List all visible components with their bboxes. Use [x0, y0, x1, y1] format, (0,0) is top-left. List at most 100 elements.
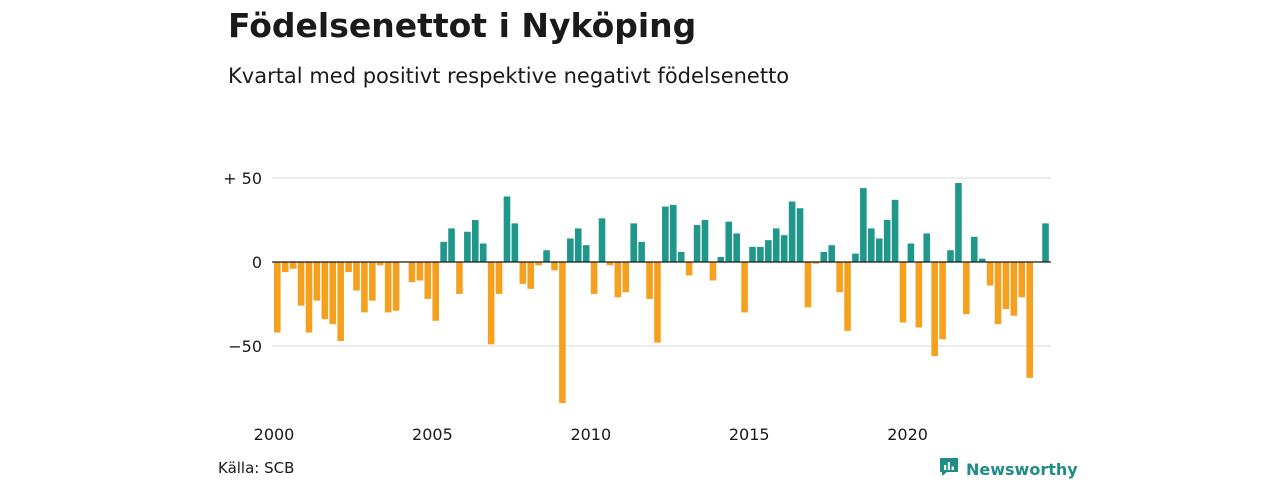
bar	[321, 262, 329, 320]
bar	[559, 262, 566, 404]
bar	[345, 262, 352, 273]
bar	[709, 262, 717, 281]
bar	[654, 262, 661, 343]
bar	[733, 233, 740, 262]
bar	[970, 236, 978, 262]
bar	[804, 262, 812, 308]
bar	[630, 223, 637, 262]
bar	[384, 262, 392, 313]
newsworthy-logo-icon	[938, 456, 960, 482]
bar	[780, 235, 788, 262]
bar	[875, 238, 883, 262]
bar	[535, 262, 542, 266]
bar	[487, 262, 495, 345]
bar	[1002, 262, 1010, 310]
bar	[1010, 262, 1018, 316]
bar	[274, 262, 281, 333]
bar	[923, 233, 931, 262]
bar	[369, 262, 376, 301]
bar	[852, 253, 859, 262]
x-tick-label: 2020	[887, 425, 928, 444]
bar	[860, 188, 867, 262]
bar	[670, 204, 677, 262]
x-tick-label: 2000	[254, 425, 295, 444]
bar	[939, 262, 946, 340]
bar	[527, 262, 535, 289]
bar	[955, 183, 962, 262]
bar	[543, 250, 550, 262]
x-tick-label: 2015	[729, 425, 770, 444]
chart-title: Födelsenettot i Nyköping	[228, 6, 697, 45]
bar	[464, 231, 471, 262]
bar	[582, 245, 590, 262]
bar	[963, 262, 970, 315]
brand-name: Newsworthy	[966, 459, 1078, 479]
bar	[986, 262, 994, 286]
bar	[353, 262, 360, 291]
bar	[408, 262, 416, 283]
bar	[1026, 262, 1033, 378]
bar	[899, 262, 907, 323]
bar	[741, 262, 748, 313]
bar	[598, 218, 606, 262]
bar	[772, 228, 780, 262]
bar	[677, 251, 685, 262]
bar	[915, 262, 923, 328]
bar	[472, 220, 479, 262]
bar	[891, 199, 899, 262]
bar	[717, 256, 725, 262]
bar	[495, 262, 503, 294]
bar	[590, 262, 598, 294]
bar	[440, 241, 447, 262]
bar	[361, 262, 368, 313]
bar	[289, 262, 297, 269]
bar	[907, 243, 915, 262]
bar	[392, 262, 400, 311]
bar	[765, 240, 772, 262]
bar	[416, 262, 424, 281]
bar	[725, 221, 733, 262]
bar	[432, 262, 439, 321]
bar	[844, 262, 851, 331]
bar	[1018, 262, 1026, 298]
y-axis-labels: −50 0 + 50	[223, 169, 262, 356]
bar	[297, 262, 305, 306]
bar	[551, 262, 558, 271]
bar	[931, 262, 938, 357]
bar	[424, 262, 432, 299]
x-tick-label: 2005	[412, 425, 453, 444]
bar	[812, 262, 820, 264]
x-axis-labels: 2000 2005 2010 2015 2020	[254, 425, 928, 444]
source-note: Källa: SCB	[218, 459, 295, 477]
bar	[479, 243, 487, 262]
bar	[646, 262, 653, 299]
bar	[1042, 223, 1049, 262]
bar	[519, 262, 527, 284]
bar	[329, 262, 337, 325]
y-tick-label: 0	[252, 253, 262, 272]
bar	[883, 220, 891, 262]
bar	[978, 258, 986, 262]
bar	[693, 225, 701, 262]
bar	[947, 250, 954, 262]
brand-logo[interactable]: Newsworthy	[938, 456, 1078, 482]
bar	[820, 251, 828, 262]
bar	[337, 262, 344, 341]
bar	[574, 228, 582, 262]
bar	[376, 262, 384, 266]
y-tick-label: −50	[228, 337, 262, 356]
bar	[567, 238, 574, 262]
bar	[638, 241, 645, 262]
bar	[503, 196, 511, 262]
bar	[305, 262, 313, 333]
bar	[456, 262, 463, 294]
bar	[994, 262, 1002, 325]
bar	[701, 220, 709, 262]
bar	[511, 223, 519, 262]
bar	[448, 228, 455, 262]
bar	[796, 208, 804, 262]
bar	[313, 262, 321, 301]
bar	[836, 262, 843, 293]
bar	[606, 262, 614, 266]
